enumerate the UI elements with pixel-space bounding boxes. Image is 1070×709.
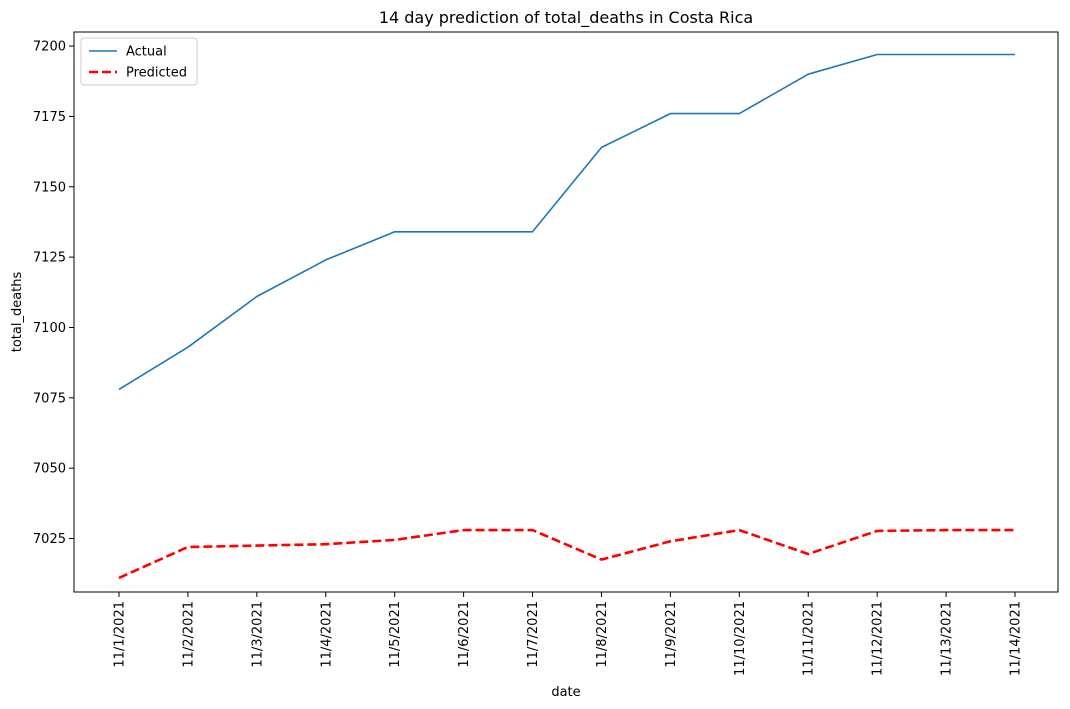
x-tick-label: 11/13/2021 [940, 601, 955, 676]
chart-title: 14 day prediction of total_deaths in Cos… [379, 8, 753, 28]
series-line-predicted [118, 528, 1015, 580]
y-tick-label: 7100 [33, 321, 66, 336]
x-tick-label: 11/11/2021 [802, 601, 817, 676]
y-tick-label: 7200 [33, 40, 66, 55]
x-axis-label: date [551, 685, 580, 700]
legend-label-predicted: Predicted [126, 66, 187, 81]
x-tick-label: 11/5/2021 [388, 601, 403, 668]
y-axis-label: total_deaths [10, 272, 25, 353]
x-axis: 11/1/2021 11/2/2021 11/3/2021 11/4/2021 11/5… [113, 592, 1024, 676]
x-tick-label: 11/4/2021 [319, 601, 334, 668]
x-tick-label: 11/6/2021 [457, 601, 472, 668]
x-tick-label: 11/3/2021 [250, 601, 265, 668]
y-tick-label: 7050 [33, 462, 66, 477]
x-tick-label: 11/8/2021 [595, 601, 610, 668]
y-tick-label: 7075 [33, 391, 66, 406]
plot-area [73, 31, 1059, 593]
y-axis: 7025 7050 7075 7100 7125 7150 7175 7200 [33, 40, 74, 547]
y-tick-label: 7175 [33, 110, 66, 125]
x-tick-label: 11/10/2021 [733, 601, 748, 676]
x-tick-label: 11/2/2021 [181, 601, 196, 668]
x-tick-label: 11/9/2021 [664, 601, 679, 668]
y-tick-label: 7150 [33, 180, 66, 195]
y-tick-label: 7025 [33, 532, 66, 547]
series-layer [118, 53, 1015, 580]
x-tick-label: 11/1/2021 [113, 601, 128, 668]
x-tick-label: 11/7/2021 [526, 601, 541, 668]
legend: Actual Predicted [80, 37, 198, 86]
legend-label-actual: Actual [126, 45, 167, 60]
x-tick-label: 11/12/2021 [871, 601, 886, 676]
series-line-actual [118, 53, 1015, 391]
x-tick-label: 11/14/2021 [1009, 601, 1024, 676]
y-tick-label: 7125 [33, 251, 66, 266]
